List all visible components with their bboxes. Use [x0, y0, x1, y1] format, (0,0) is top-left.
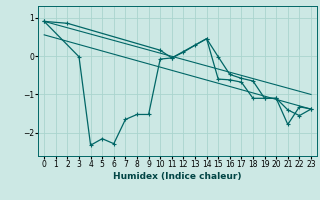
- X-axis label: Humidex (Indice chaleur): Humidex (Indice chaleur): [113, 172, 242, 181]
